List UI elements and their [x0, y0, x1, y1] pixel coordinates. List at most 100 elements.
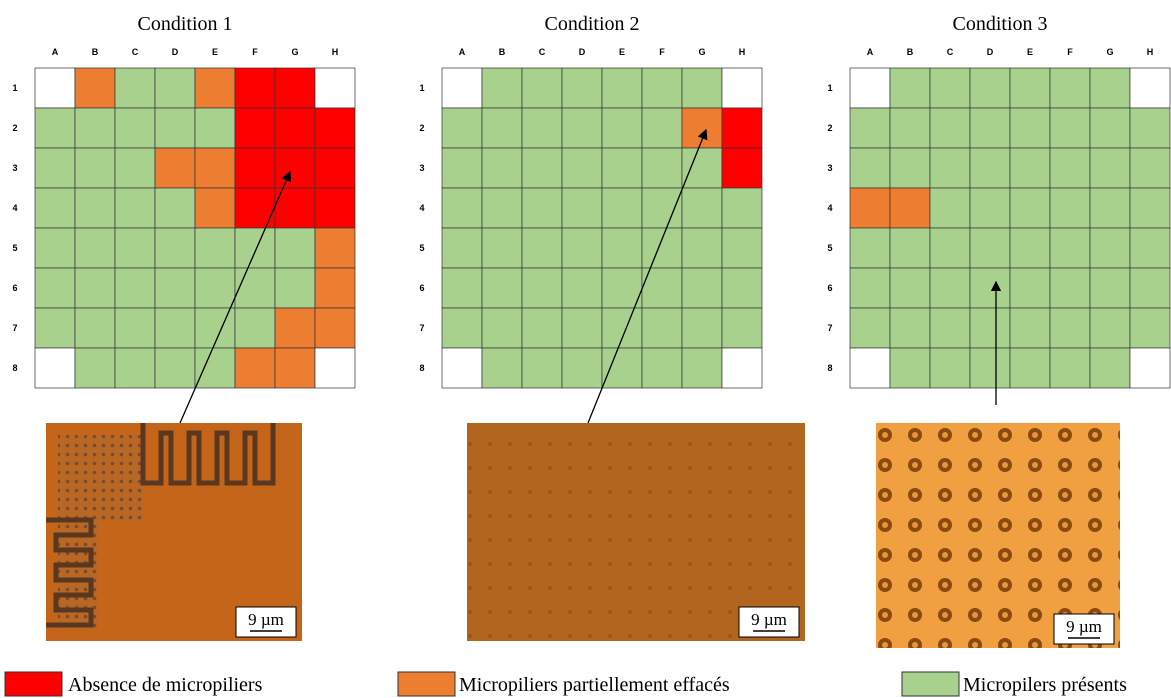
grid-cell: [1129, 107, 1171, 149]
grid-cell: [234, 267, 276, 309]
grid-cell: [849, 187, 891, 229]
grid-cell: [34, 307, 76, 349]
grid-cell: [1049, 307, 1091, 349]
grid-cell: [849, 147, 891, 189]
legend-swatch: [4, 671, 63, 697]
grid-cell: [889, 227, 931, 269]
column-label: C: [132, 47, 139, 57]
grid-cell: [681, 267, 723, 309]
grid-cell: [274, 307, 316, 349]
grid-cell: [521, 227, 563, 269]
grid-cell: [1089, 347, 1131, 389]
row-label: 5: [12, 243, 17, 253]
micrographs: [46, 423, 1120, 648]
grid-cell: [1049, 227, 1091, 269]
grid-cell: [274, 347, 316, 389]
grid-cell: [561, 107, 603, 149]
grid-cell: [34, 227, 76, 269]
grid-cell: [1129, 187, 1171, 229]
grid-cell: [154, 147, 196, 189]
grid-cell: [849, 267, 891, 309]
grid-cell: [481, 187, 523, 229]
grid-cell: [481, 307, 523, 349]
column-label: C: [947, 47, 954, 57]
row-label: 1: [12, 83, 17, 93]
grid-cell: [721, 227, 763, 269]
grid-cell: [1009, 67, 1051, 109]
grid-cell: [561, 187, 603, 229]
micrograph: [467, 423, 805, 641]
grid-cell: [681, 107, 723, 149]
condition-title: Condition 2: [544, 13, 639, 35]
grid-cell: [274, 147, 316, 189]
grid-cell: [1009, 107, 1051, 149]
grid-cell: [561, 307, 603, 349]
grid-cell: [234, 107, 276, 149]
grid-cell: [681, 307, 723, 349]
grid-cell: [194, 227, 236, 269]
row-label: 7: [827, 323, 832, 333]
grid-cell: [521, 187, 563, 229]
grid-cell: [1129, 227, 1171, 269]
micrograph-feature: [140, 423, 276, 486]
grid-cell: [314, 147, 356, 189]
grid-cell: [194, 347, 236, 389]
column-label: F: [1067, 47, 1073, 57]
grid-cell: [441, 67, 483, 109]
grid-cell: [74, 267, 116, 309]
grid-cell: [1009, 187, 1051, 229]
grid-cell: [929, 67, 971, 109]
grid-cell: [154, 67, 196, 109]
row-label: 6: [12, 283, 17, 293]
grid-cell: [154, 267, 196, 309]
grid-cell: [314, 227, 356, 269]
grid-cell: [641, 67, 683, 109]
grid-cell: [481, 67, 523, 109]
row-label: 3: [419, 163, 424, 173]
grid-cell: [721, 107, 763, 149]
scale-bar-label: 9 µm: [248, 610, 284, 629]
grid-cell: [1049, 347, 1091, 389]
grid-cell: [234, 147, 276, 189]
grid-cell: [561, 67, 603, 109]
grid-cell: [641, 187, 683, 229]
grid-cell: [969, 347, 1011, 389]
grid-cell: [34, 267, 76, 309]
grid-cell: [274, 227, 316, 269]
grid-cell: [929, 147, 971, 189]
grid-cell: [601, 67, 643, 109]
column-label: H: [1147, 47, 1154, 57]
legend-swatch: [901, 671, 960, 697]
column-label: D: [579, 47, 586, 57]
grid-cell: [74, 227, 116, 269]
grid-cell: [441, 267, 483, 309]
legend-label: Micropiliers partiellement effacés: [459, 674, 730, 696]
grid-cell: [154, 187, 196, 229]
grid-cell: [114, 267, 156, 309]
grid-cell: [1129, 147, 1171, 189]
grid-cell: [74, 67, 116, 109]
grid-cell: [721, 307, 763, 349]
grid-cell: [114, 67, 156, 109]
grid-cell: [601, 107, 643, 149]
legend-label: Micropilers présents: [963, 674, 1127, 696]
grid-cell: [521, 267, 563, 309]
row-label: 6: [827, 283, 832, 293]
grid-cell: [969, 67, 1011, 109]
grid-cell: [889, 347, 931, 389]
grid-cell: [314, 67, 356, 109]
scale-bar-box: [738, 606, 800, 638]
row-label: 2: [12, 123, 17, 133]
grid-cell: [1089, 147, 1131, 189]
grid-cell: [154, 307, 196, 349]
row-label: 6: [419, 283, 424, 293]
grid-cell: [929, 227, 971, 269]
grid-cell: [721, 67, 763, 109]
scale-bar-box: [235, 606, 297, 638]
grid-cell: [969, 187, 1011, 229]
grid-cell: [561, 347, 603, 389]
row-label: 1: [827, 83, 832, 93]
column-label: H: [332, 47, 339, 57]
grid-cell: [721, 147, 763, 189]
grid-cell: [849, 107, 891, 149]
